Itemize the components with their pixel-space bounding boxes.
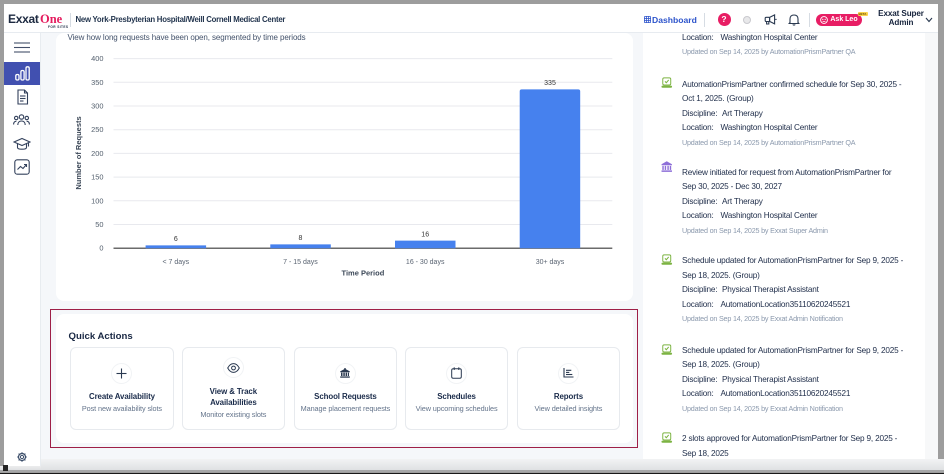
svg-text:200: 200 <box>91 149 103 158</box>
svg-text:50: 50 <box>95 220 103 229</box>
svg-text:16 - 30 days: 16 - 30 days <box>405 259 444 266</box>
svg-text:8: 8 <box>298 235 302 242</box>
svg-text:30+ days: 30+ days <box>535 259 564 266</box>
svg-text:< 7 days: < 7 days <box>162 259 189 266</box>
svg-text:Number of Requests: Number of Requests <box>74 116 83 189</box>
svg-text:7 - 15 days: 7 - 15 days <box>283 259 318 266</box>
svg-text:335: 335 <box>544 80 556 87</box>
svg-text:300: 300 <box>91 102 103 111</box>
svg-text:150: 150 <box>91 173 103 182</box>
svg-text:Time Period: Time Period <box>341 268 384 277</box>
svg-text:0: 0 <box>99 244 103 253</box>
svg-text:250: 250 <box>91 125 103 134</box>
svg-text:16: 16 <box>421 231 429 238</box>
svg-text:400: 400 <box>91 54 103 63</box>
svg-text:350: 350 <box>91 78 103 87</box>
svg-text:6: 6 <box>173 236 177 243</box>
svg-text:100: 100 <box>91 196 103 205</box>
